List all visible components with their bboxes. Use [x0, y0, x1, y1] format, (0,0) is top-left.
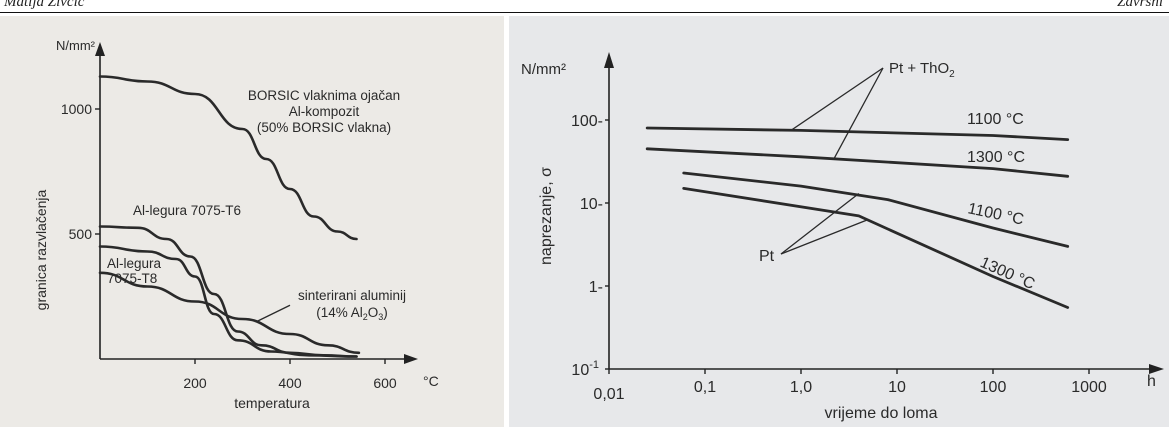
label-borsic-line3: (50% BORSIC vlakna) — [257, 120, 391, 135]
x-tick-label: 600 — [373, 375, 397, 391]
x-tick-label: 400 — [278, 375, 302, 391]
y-tick-label: 1- — [589, 279, 603, 296]
header-section: Zavrsni — [1117, 0, 1163, 10]
x-tick-label: 1,0 — [790, 379, 812, 396]
y-axis-label: naprezanje, σ — [538, 167, 555, 265]
x-axis-arrowhead — [404, 354, 418, 364]
series-7075-t8 — [98, 245, 358, 358]
x-tick-label: 1000 — [1071, 379, 1107, 396]
leader-pt-1100 — [780, 193, 860, 255]
label-1300-upper: 1300 °C — [967, 149, 1025, 166]
x-tick-label: 10 — [888, 379, 906, 396]
x-axis-arrowhead — [1149, 364, 1164, 374]
yield-strength-chart-panel: 500 1000 200 400 600 N/mm² °C granica razvla… — [0, 16, 504, 427]
header-rule — [0, 12, 1169, 13]
y-tick-label-bottom: 10-1 — [571, 359, 599, 379]
label-7075-t8-line1: Al-legura — [107, 256, 162, 271]
label-sintered-line2: (14% Al2O3) — [316, 305, 388, 322]
label-borsic-line2: Al-kompozit — [289, 104, 360, 119]
y-axis-arrowhead — [95, 42, 105, 56]
series-pt-1100 — [682, 171, 1070, 248]
y-axis-arrowhead — [604, 52, 614, 68]
y-tick-label: 10- — [580, 196, 603, 213]
series-pt-tho2-1300 — [645, 147, 1070, 178]
y-tick-label: 500 — [69, 226, 93, 242]
x-tick-label: 200 — [183, 375, 207, 391]
leader-pt-tho2-1300 — [833, 67, 884, 160]
page-header: Matija Zivcic Zavrsni — [0, 0, 1169, 16]
x-axis-label: vrijeme do loma — [825, 405, 938, 422]
x-unit-label: h — [1147, 373, 1156, 390]
label-pt-tho2: Pt + ThO2 — [889, 60, 955, 80]
label-7075-t6: Al-legura 7075-T6 — [133, 203, 241, 218]
leader-pt-tho2-1100 — [791, 67, 884, 131]
creep-rupture-chart: 1- 10- 100- 10-1 0,01 0,1 1,0 10 100 1000 N/mm² h… — [521, 52, 1164, 422]
y-unit-label: N/mm² — [521, 61, 566, 78]
series-borsic-composite — [98, 75, 358, 241]
x-unit-label: °C — [423, 373, 439, 389]
series-pt-tho2-1100 — [645, 126, 1070, 141]
y-unit-label: N/mm² — [56, 38, 96, 53]
label-borsic-line1: BORSIC vlaknima ojačan — [248, 88, 400, 103]
label-7075-t8-line2: 7075-T8 — [107, 271, 157, 286]
leader-pt-1300 — [780, 219, 867, 255]
label-1100-upper: 1100 °C — [967, 111, 1024, 128]
x-axis-label: temperatura — [234, 395, 310, 411]
series-sintered-aluminium — [98, 271, 361, 355]
header-author: Matija Zivcic — [4, 0, 85, 10]
series-pt-1300 — [682, 187, 1070, 309]
leader-sintered — [256, 304, 291, 323]
x-tick-label: 100 — [980, 379, 1007, 396]
x-tick-label: 0,01 — [593, 386, 624, 403]
label-pt: Pt — [759, 248, 775, 265]
creep-rupture-chart-panel: 1- 10- 100- 10-1 0,01 0,1 1,0 10 100 1000 N/mm² h… — [509, 16, 1169, 427]
x-tick-label: 0,1 — [694, 379, 716, 396]
y-axis-label: granica razvlačenja — [33, 189, 49, 310]
y-tick-label: 100- — [571, 113, 603, 130]
label-sintered-line1: sinterirani aluminij — [298, 288, 406, 303]
yield-strength-chart: 500 1000 200 400 600 N/mm² °C granica razvla… — [33, 38, 439, 411]
y-tick-label: 1000 — [61, 101, 92, 117]
